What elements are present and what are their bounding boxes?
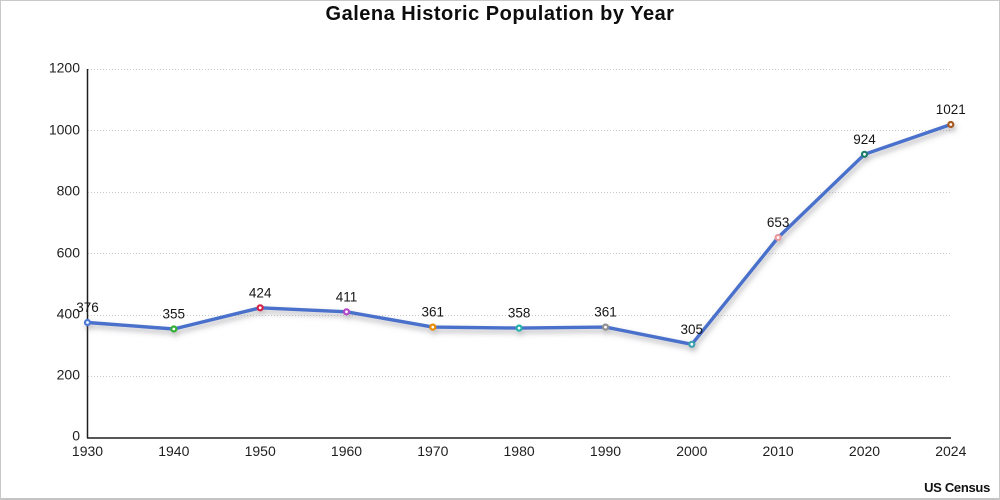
svg-text:305: 305 — [681, 322, 704, 337]
svg-text:376: 376 — [76, 300, 99, 315]
svg-text:1000: 1000 — [49, 122, 80, 138]
svg-text:653: 653 — [767, 215, 790, 230]
svg-text:1021: 1021 — [936, 102, 966, 117]
svg-text:358: 358 — [508, 306, 531, 321]
svg-text:800: 800 — [57, 183, 81, 199]
svg-text:361: 361 — [422, 305, 445, 320]
svg-text:2020: 2020 — [849, 443, 880, 459]
svg-text:1960: 1960 — [331, 443, 362, 459]
svg-text:2024: 2024 — [935, 443, 966, 459]
svg-text:411: 411 — [336, 289, 358, 304]
svg-text:1950: 1950 — [245, 443, 276, 459]
svg-text:1970: 1970 — [417, 443, 448, 459]
svg-text:0: 0 — [72, 428, 80, 444]
svg-text:355: 355 — [163, 307, 186, 322]
svg-text:1940: 1940 — [158, 443, 189, 459]
svg-text:400: 400 — [57, 306, 81, 322]
svg-text:2010: 2010 — [763, 443, 794, 459]
svg-text:1990: 1990 — [590, 443, 621, 459]
svg-text:424: 424 — [249, 285, 272, 300]
svg-text:200: 200 — [57, 367, 81, 383]
svg-text:1930: 1930 — [72, 443, 103, 459]
svg-text:1980: 1980 — [504, 443, 535, 459]
svg-text:600: 600 — [57, 245, 81, 261]
svg-text:2000: 2000 — [676, 443, 707, 459]
svg-text:1200: 1200 — [49, 60, 80, 76]
svg-text:361: 361 — [594, 305, 617, 320]
svg-text:924: 924 — [853, 132, 876, 147]
